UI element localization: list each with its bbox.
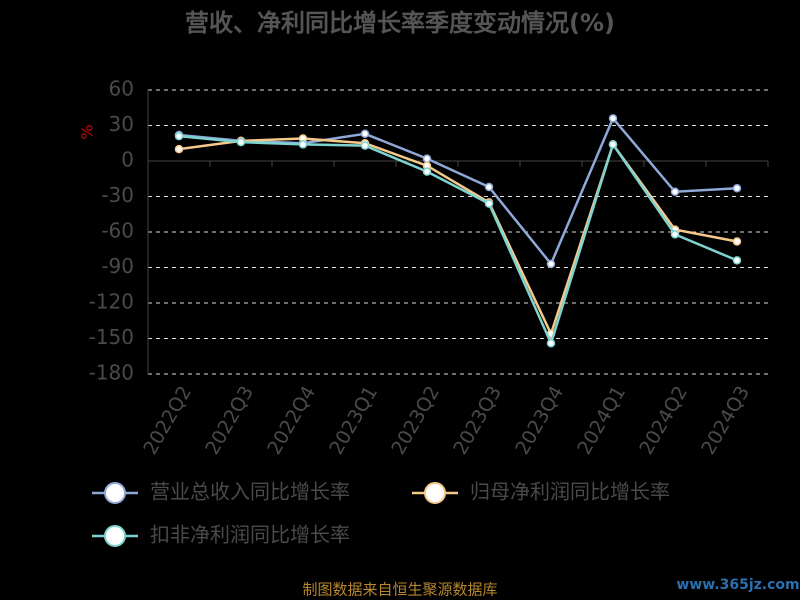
data-point bbox=[608, 114, 618, 123]
data-point bbox=[732, 183, 742, 193]
legend-label: 营业总收入同比增长率 bbox=[150, 480, 350, 504]
x-tick-label: 2024Q2 bbox=[635, 382, 692, 458]
y-tick-label: -120 bbox=[89, 290, 134, 314]
data-point bbox=[422, 154, 432, 163]
data-point bbox=[174, 144, 184, 154]
legend-marker bbox=[424, 482, 446, 504]
data-point bbox=[236, 137, 246, 147]
y-tick-label: -180 bbox=[89, 361, 134, 385]
legend-item: 营业总收入同比增长率 bbox=[92, 480, 350, 504]
y-tick-label: -60 bbox=[101, 219, 134, 243]
data-point bbox=[422, 167, 432, 176]
y-tick-label: 0 bbox=[121, 148, 134, 172]
data-point bbox=[670, 230, 680, 239]
series-line bbox=[178, 137, 738, 338]
data-point bbox=[298, 140, 308, 149]
legend-marker bbox=[104, 482, 126, 504]
data-point bbox=[670, 187, 680, 197]
chart-title: 营收、净利同比增长率季度变动情况(%) bbox=[185, 9, 615, 37]
data-point bbox=[484, 199, 494, 208]
series-line bbox=[178, 134, 738, 347]
y-tick-label: -150 bbox=[89, 325, 134, 349]
x-tick-label: 2023Q2 bbox=[387, 382, 444, 458]
watermark: www.365jz.com bbox=[676, 577, 799, 593]
x-tick-label: 2023Q1 bbox=[325, 382, 382, 458]
x-tick-label: 2022Q2 bbox=[139, 382, 196, 458]
x-tick-label: 2023Q4 bbox=[511, 382, 568, 458]
y-axis-label: % bbox=[78, 124, 97, 139]
y-tick-label: 60 bbox=[109, 77, 134, 101]
data-point bbox=[360, 129, 370, 139]
data-point bbox=[546, 338, 556, 348]
data-point bbox=[484, 182, 494, 192]
legend-item: 归母净利润同比增长率 bbox=[412, 480, 670, 504]
x-tick-label: 2023Q3 bbox=[449, 382, 506, 458]
y-tick-label: -90 bbox=[101, 254, 134, 278]
x-tick-label: 2022Q4 bbox=[263, 382, 320, 458]
data-point bbox=[174, 131, 184, 141]
data-point bbox=[608, 140, 618, 149]
x-tick-label: 2022Q3 bbox=[201, 382, 258, 458]
legend-marker bbox=[104, 525, 126, 547]
legend-item: 扣非净利润同比增长率 bbox=[92, 523, 350, 547]
x-tick-label: 2024Q3 bbox=[697, 382, 754, 458]
data-point bbox=[732, 237, 742, 246]
source-note: 制图数据来自恒生聚源数据库 bbox=[302, 581, 497, 599]
data-point bbox=[360, 141, 370, 150]
legend-label: 扣非净利润同比增长率 bbox=[150, 523, 350, 547]
legend-label: 归母净利润同比增长率 bbox=[470, 480, 670, 504]
y-tick-label: -30 bbox=[101, 183, 134, 207]
data-point bbox=[546, 259, 556, 269]
y-tick-label: 30 bbox=[109, 112, 134, 136]
x-tick-label: 2024Q1 bbox=[573, 382, 630, 458]
data-point bbox=[732, 256, 742, 265]
